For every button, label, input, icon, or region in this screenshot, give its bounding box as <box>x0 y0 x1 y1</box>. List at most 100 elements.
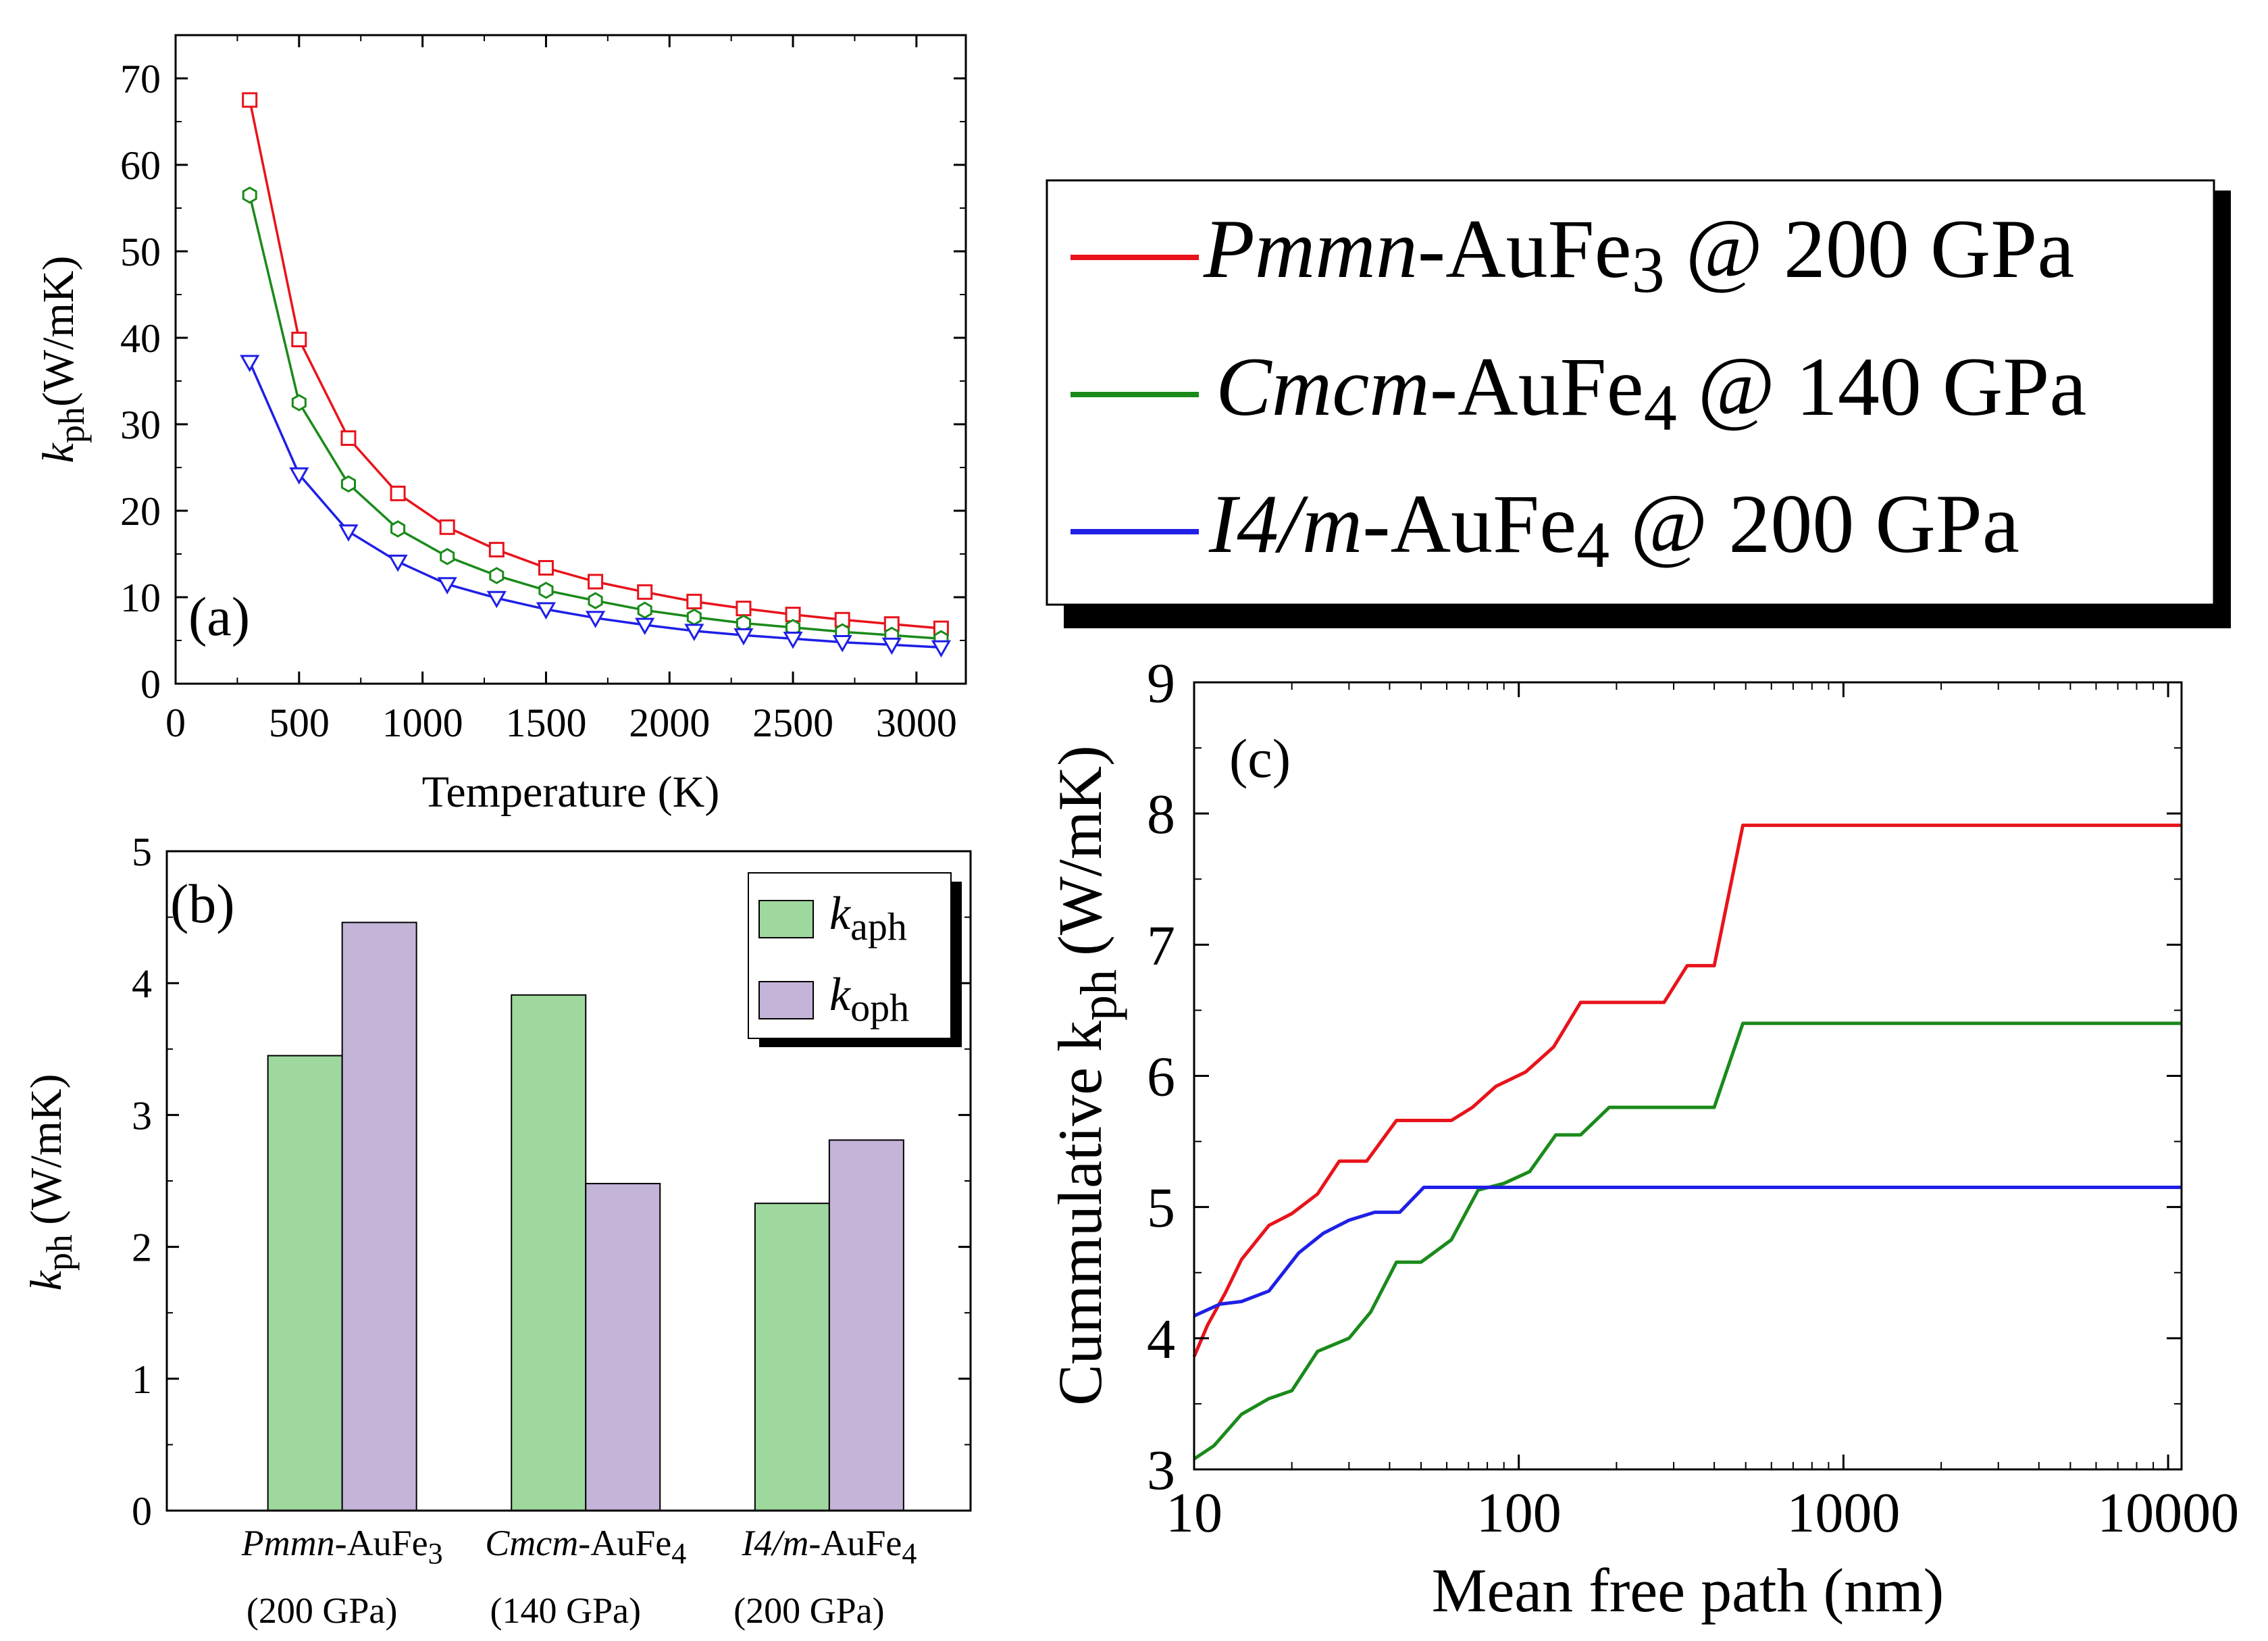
a-marker-0-1500 <box>538 559 554 576</box>
a-marker-2-700 <box>338 524 359 542</box>
panel-a-axes: 0 500 1000 1500 2000 2500 3000 0 10 20 30 40 50 60 70 <box>120 35 966 745</box>
a-marker-2-300 <box>240 355 260 372</box>
a-xtick-label-3000: 3000 <box>876 701 957 745</box>
b-category-sub-2: 4 <box>902 1537 917 1570</box>
a-marker-0-1700 <box>588 574 604 590</box>
b-category-pressure-1: (140 GPa) <box>490 1590 641 1631</box>
panel-a: 0 500 1000 1500 2000 2500 3000010203040506070 … <box>34 34 967 817</box>
legend-label-oph-k: k <box>829 969 852 1021</box>
a-marker-0-900 <box>390 485 406 501</box>
legend-swatch-aph <box>758 900 814 938</box>
b-ytick-label-5: 5 <box>132 830 152 874</box>
a-ytick-label-60: 60 <box>120 143 161 188</box>
a-marker-2-2300 <box>733 628 754 646</box>
panel-b-category-labels: Pmmn-AuFe3(200 GPa)Cmcm-AuFe4(140 GPa)I4… <box>241 1523 917 1631</box>
b-ytick-label-0: 0 <box>132 1489 152 1534</box>
a-marker-2-1100 <box>437 577 457 595</box>
panel-c-ylabel-main: Cummulative k <box>1046 1021 1114 1406</box>
a-ytick-label-0: 0 <box>140 662 161 707</box>
a-marker-2-2100 <box>684 624 704 641</box>
panel-a-ylabel-sub: ph <box>51 407 92 443</box>
panel-a-ylabel-k: k <box>34 442 83 463</box>
c-xtick-label-10: 10 <box>1166 1482 1222 1544</box>
a-marker-2-1900 <box>635 617 655 635</box>
a-marker-0-700 <box>340 430 357 446</box>
panel-c-ylabel: Cummulative kph (W/mK) <box>1046 745 1127 1406</box>
legend-text-cmcm-name: Cmcm <box>1216 340 1430 433</box>
a-ytick-label-20: 20 <box>120 489 161 534</box>
panel-c: 10 100 1000 10000 3 4 5 6 7 8 9 (c) Mean free path… <box>1046 652 2239 1625</box>
a-marker-2-1700 <box>585 611 606 628</box>
legend-text-i4m-name: I4/m <box>1208 478 1362 570</box>
panel-b-ylabel-k: k <box>22 1269 71 1290</box>
panel-a-series <box>240 92 952 658</box>
a-marker-2-900 <box>388 555 408 572</box>
a-marker-2-2700 <box>832 635 852 653</box>
c-line-cmcm-aufe4-140-gpa <box>1193 1021 2182 1461</box>
a-ytick-label-50: 50 <box>120 230 161 274</box>
panel-a-xlabel: Temperature (K) <box>422 767 720 817</box>
panel-b-legend: kaph koph <box>748 872 962 1047</box>
panel-c-axes: 10 100 1000 10000 3 4 5 6 7 8 9 <box>1147 652 2239 1544</box>
panel-b-ylabel-sub: ph <box>39 1234 80 1271</box>
b-category-name-1: Cmcm <box>485 1523 578 1563</box>
c-line-i4-m-aufe4-200-gpa <box>1193 1186 2182 1318</box>
b-bar-k_oph-0 <box>341 922 417 1511</box>
a-marker-0-2300 <box>736 601 752 617</box>
a-xtick-label-1500: 1500 <box>505 701 586 745</box>
a-ytick-label-70: 70 <box>120 57 161 101</box>
legend-text-cmcm: Cmcm-AuFe4 @ 140 GPa <box>1216 340 2086 445</box>
legend-text-i4m: I4/m-AuFe4 @ 200 GPa <box>1208 478 2019 582</box>
c-xtick-label-1000: 1000 <box>1786 1482 1900 1544</box>
panel-c-series <box>1192 824 2182 1461</box>
legend-text-cmcm-sub: 4 <box>1644 372 1677 445</box>
b-category-label-1: Cmcm-AuFe4 <box>485 1523 686 1570</box>
a-marker-2-2900 <box>881 637 902 655</box>
b-category-pressure-2: (200 GPa) <box>733 1590 884 1631</box>
c-ytick-label-5: 5 <box>1147 1177 1175 1240</box>
panel-c-ylabel-sub: ph <box>1071 969 1127 1021</box>
panel-b-axes: 0 1 2 3 4 5 <box>132 830 971 1534</box>
a-marker-2-1300 <box>486 590 507 609</box>
b-bar-k_oph-2 <box>828 1139 904 1512</box>
panel-a-ylabel: kph(W/mK) <box>34 256 92 463</box>
c-ytick-label-6: 6 <box>1147 1046 1175 1109</box>
b-category-pressure-0: (200 GPa) <box>247 1590 397 1631</box>
a-marker-1-1300 <box>489 567 505 584</box>
b-category-name-0: Pmmn <box>241 1523 335 1563</box>
c-ytick-label-4: 4 <box>1147 1308 1175 1371</box>
legend-label-aph-sub: aph <box>850 905 907 949</box>
c-ytick-label-3: 3 <box>1147 1439 1175 1502</box>
b-category-sub-1: 4 <box>671 1537 686 1570</box>
legend-text-i4m-compound: -AuFe <box>1362 478 1576 570</box>
panel-a-label: (a) <box>188 586 250 647</box>
b-category-label-0: Pmmn-AuFe3 <box>241 1523 443 1570</box>
legend-text-i4m-sub: 4 <box>1576 509 1609 582</box>
panel-b-ylabel: kph (W/mK) <box>22 1074 80 1291</box>
a-marker-1-1500 <box>538 582 554 599</box>
a-marker-1-1700 <box>588 592 603 609</box>
panel-a-ylabel-unit: (W/mK) <box>34 256 83 407</box>
legend-text-pmmn-sub: 3 <box>1632 234 1665 307</box>
a-marker-0-1900 <box>637 584 653 600</box>
legend-label-aph: kaph <box>829 888 907 949</box>
c-xtick-label-100: 100 <box>1476 1482 1562 1544</box>
a-marker-1-300 <box>242 186 257 204</box>
legend-text-pmmn-name: Pmmn <box>1203 203 1418 295</box>
panel-b-ylabel-unit: (W/mK) <box>22 1074 71 1226</box>
panel-c-xlabel: Mean free path (nm) <box>1432 1556 1944 1625</box>
a-marker-2-1500 <box>536 602 557 620</box>
legend-swatch-oph <box>758 981 814 1019</box>
b-bar-k_aph-0 <box>267 1055 343 1512</box>
b-ytick-label-2: 2 <box>132 1226 152 1270</box>
panel-b-bars <box>267 922 904 1512</box>
b-category-sub-0: 3 <box>428 1537 443 1570</box>
b-bar-k_aph-2 <box>754 1203 830 1511</box>
a-xtick-label-0: 0 <box>165 701 186 745</box>
a-marker-1-900 <box>390 520 406 538</box>
panel-c-label: (c) <box>1229 728 1291 789</box>
a-marker-1-2100 <box>686 608 702 626</box>
legend-text-pmmn-compound: -AuFe <box>1418 203 1632 295</box>
b-category-compound-1: -AuFe <box>578 1523 671 1563</box>
